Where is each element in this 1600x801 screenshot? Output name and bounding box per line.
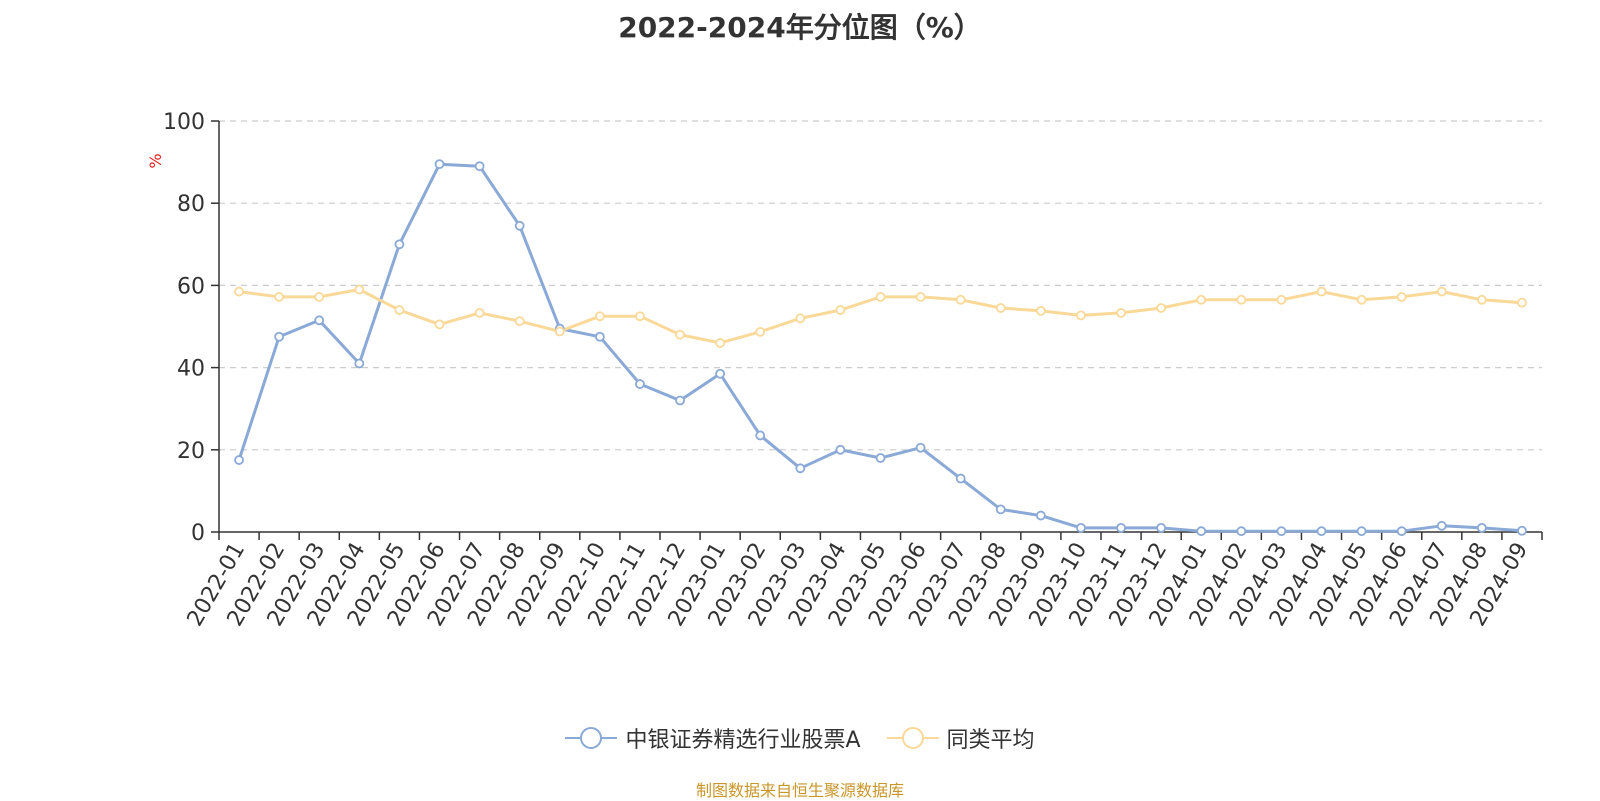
series-0-point[interactable] (635, 379, 645, 389)
y-tick-label: 80 (177, 192, 205, 217)
series-1-point[interactable] (1035, 305, 1046, 316)
axes (211, 120, 1543, 540)
series-0-point[interactable] (675, 395, 685, 406)
series-0-point[interactable] (755, 430, 766, 441)
series-1-point[interactable] (1116, 308, 1126, 318)
series-0-point[interactable] (394, 239, 405, 250)
series-1-point[interactable] (394, 305, 405, 315)
series-0-point[interactable] (1276, 526, 1287, 537)
y-tick-label: 100 (163, 110, 205, 135)
series-1-point[interactable] (1076, 310, 1086, 321)
series-0-point[interactable] (1116, 522, 1126, 533)
series-1-point[interactable] (1396, 292, 1407, 302)
series-1-point[interactable] (1356, 294, 1367, 305)
legend-item-peer-average[interactable]: 同类平均 (886, 722, 1035, 754)
series-1-point[interactable] (274, 292, 285, 302)
legend-marker-peer-average-icon (886, 727, 939, 749)
series-0-point[interactable] (1035, 510, 1046, 521)
series-1-point[interactable] (835, 305, 846, 315)
y-tick-label: 20 (177, 439, 205, 464)
series-1-point[interactable] (1276, 294, 1287, 305)
series-0-point[interactable] (1316, 526, 1327, 537)
x-tick-labels: 2022-012022-022022-032022-042022-052022-… (183, 539, 1534, 631)
legend-label-fund: 中银证券精选行业股票A (625, 728, 861, 753)
y-tick-label: 40 (177, 357, 205, 382)
series-0-point[interactable] (1396, 526, 1407, 537)
series-0-point[interactable] (995, 504, 1006, 515)
series-1-point[interactable] (1316, 286, 1327, 297)
series-1-point[interactable] (314, 292, 325, 302)
series-0-point[interactable] (594, 331, 605, 342)
series-0-point[interactable] (1476, 522, 1487, 533)
grid-lines (219, 120, 1542, 451)
series-0-point[interactable] (314, 315, 325, 326)
series-1-point[interactable] (1436, 286, 1447, 297)
series-1-point[interactable] (1236, 294, 1247, 305)
legend-item-fund[interactable]: 中银证券精选行业股票A (565, 722, 861, 754)
series-0-point[interactable] (835, 444, 846, 455)
series-0-point[interactable] (1356, 526, 1367, 537)
series-1-point[interactable] (514, 316, 525, 327)
series-0-point[interactable] (474, 161, 485, 172)
y-tick-label: 0 (191, 521, 205, 546)
series-1-point[interactable] (795, 313, 806, 324)
chart-title: 2022-2024年分位图（%） (618, 11, 982, 44)
series-0-point[interactable] (795, 463, 806, 474)
series-0-point[interactable] (514, 220, 525, 231)
series-1-point[interactable] (1156, 303, 1167, 313)
series-0-point[interactable] (1517, 525, 1527, 536)
series-1-point[interactable] (635, 311, 645, 322)
series-0-point[interactable] (715, 368, 726, 379)
series-1-point[interactable] (1476, 294, 1487, 305)
series-0-point[interactable] (234, 455, 244, 465)
source-note: 制图数据来自恒生聚源数据库 (695, 781, 904, 800)
series-line-0 (237, 162, 1523, 533)
series-1-point[interactable] (675, 329, 685, 340)
series-1-point[interactable] (474, 308, 485, 318)
series-1-point[interactable] (594, 311, 605, 322)
series-1-point[interactable] (715, 338, 726, 348)
series-1-point[interactable] (1517, 297, 1527, 308)
series-0-point[interactable] (915, 442, 926, 453)
series-0-point[interactable] (1236, 526, 1247, 537)
y-tick-labels: 0 20 40 60 80 100 (163, 110, 205, 546)
series-1-point[interactable] (234, 286, 244, 297)
series-0-point[interactable] (1436, 520, 1447, 531)
series-lines (234, 159, 1527, 537)
series-0-point[interactable] (274, 331, 285, 342)
series-0-point[interactable] (354, 358, 365, 369)
series-1-point[interactable] (755, 326, 766, 337)
legend-marker-fund-icon (565, 727, 618, 749)
y-tick-label: 60 (177, 274, 205, 299)
series-1-point[interactable] (434, 319, 445, 330)
series-1-point[interactable] (915, 292, 926, 302)
legend: 中银证券精选行业股票A 同类平均 (0, 722, 1600, 754)
series-0-point[interactable] (1156, 522, 1167, 533)
series-0-point[interactable] (1076, 522, 1086, 533)
series-0-point[interactable] (875, 453, 886, 463)
legend-label-peer-average: 同类平均 (946, 728, 1035, 753)
series-1-point[interactable] (1196, 294, 1207, 305)
series-1-point[interactable] (995, 303, 1006, 313)
series-0-point[interactable] (955, 473, 966, 484)
series-0-point[interactable] (434, 159, 445, 170)
series-1-point[interactable] (955, 294, 966, 305)
series-1-point[interactable] (554, 326, 565, 337)
series-1-point[interactable] (354, 284, 365, 295)
series-0-point[interactable] (1196, 526, 1207, 537)
series-1-point[interactable] (875, 292, 886, 302)
y-axis-unit-label: % (146, 153, 165, 168)
